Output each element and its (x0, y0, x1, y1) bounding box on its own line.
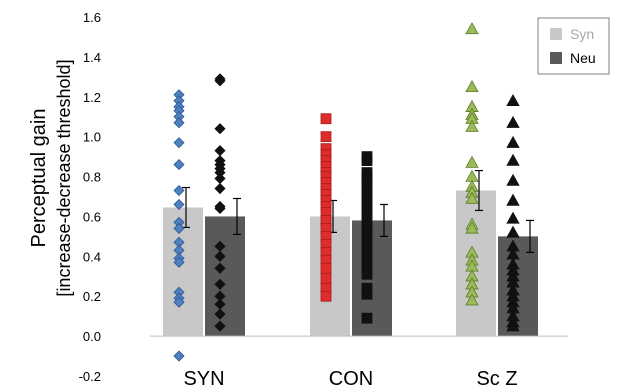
y-tick-label: -0.2 (79, 369, 101, 384)
point-syn-syn (173, 296, 185, 308)
legend-swatch-syn (550, 28, 562, 40)
bar-syn-neu (205, 216, 245, 337)
point-con-syn (320, 113, 332, 125)
point-syn-syn (173, 256, 185, 268)
y-tick-label: 0.8 (83, 170, 101, 185)
point-con-neu (361, 288, 373, 300)
point-sc-z-neu (506, 225, 520, 238)
y-axis-label-line1: Perceptual gain (28, 109, 50, 248)
legend-swatch-neu (550, 52, 562, 64)
point-sc-z-neu (506, 135, 520, 148)
point-syn-neu (214, 262, 226, 274)
data-points (173, 22, 520, 362)
point-sc-z-neu (506, 115, 520, 128)
category-label-con: CON (329, 368, 373, 387)
point-syn-neu (214, 182, 226, 195)
y-axis: -0.2 0.0 0.2 0.4 0.6 0.8 1.0 1.2 1.4 1.6 (79, 10, 101, 384)
y-tick-label: 0.4 (83, 249, 101, 264)
point-con-syn (320, 290, 332, 302)
point-syn-neu (214, 123, 226, 135)
point-con-neu (361, 312, 373, 324)
point-syn-neu (214, 320, 226, 332)
point-syn-neu (214, 75, 226, 87)
point-syn-syn (173, 137, 185, 149)
point-sc-z-syn (465, 79, 479, 93)
point-syn-neu (214, 278, 226, 290)
point-syn-syn (173, 117, 185, 129)
category-label-syn: SYN (183, 368, 224, 387)
y-axis-label-line2: [increase-decrease threshold] (54, 59, 74, 296)
point-syn-neu (214, 308, 226, 320)
point-sc-z-syn (465, 22, 479, 35)
category-label-sc-z: Sc Z (476, 368, 517, 387)
point-sc-z-syn (465, 155, 479, 168)
point-con-syn (320, 131, 332, 143)
point-con-syn (320, 262, 332, 274)
y-tick-label: 0.6 (83, 209, 101, 224)
y-tick-label: 1.4 (83, 50, 101, 65)
legend-frame (537, 17, 610, 75)
y-tick-label: 1.0 (83, 130, 101, 145)
point-syn-neu (214, 145, 226, 157)
x-axis-categories: SYN CON Sc Z (183, 368, 517, 387)
point-syn-neu (214, 250, 226, 262)
point-sc-z-neu (506, 153, 520, 166)
point-sc-z-neu (506, 319, 520, 332)
point-syn-syn (173, 350, 185, 362)
y-tick-label: 1.6 (83, 10, 101, 25)
point-syn-syn (173, 184, 185, 197)
point-con-neu (361, 268, 373, 280)
point-syn-neu (214, 202, 226, 215)
y-tick-label: 0.0 (83, 329, 101, 344)
point-syn-syn (173, 198, 185, 211)
legend-label-syn: Syn (570, 26, 594, 42)
point-con-neu (361, 155, 373, 167)
point-sc-z-neu (506, 193, 520, 206)
point-con-syn (320, 272, 332, 284)
bars (150, 190, 568, 337)
point-sc-z-neu (506, 173, 520, 186)
point-sc-z-syn (465, 221, 479, 234)
point-sc-z-neu (506, 211, 520, 224)
legend: Syn Neu (537, 17, 610, 75)
point-sc-z-syn (465, 119, 479, 132)
error-bars (182, 169, 534, 253)
y-tick-label: 1.2 (83, 90, 101, 105)
point-syn-syn (173, 159, 185, 171)
bar-syn-syn (163, 207, 203, 337)
legend-label-neu: Neu (570, 50, 596, 66)
point-syn-neu (214, 172, 226, 185)
point-sc-z-syn (465, 293, 479, 306)
y-tick-label: 0.2 (83, 289, 101, 304)
point-syn-syn (173, 222, 185, 234)
point-sc-z-neu (506, 93, 520, 106)
point-sc-z-syn (465, 191, 479, 204)
